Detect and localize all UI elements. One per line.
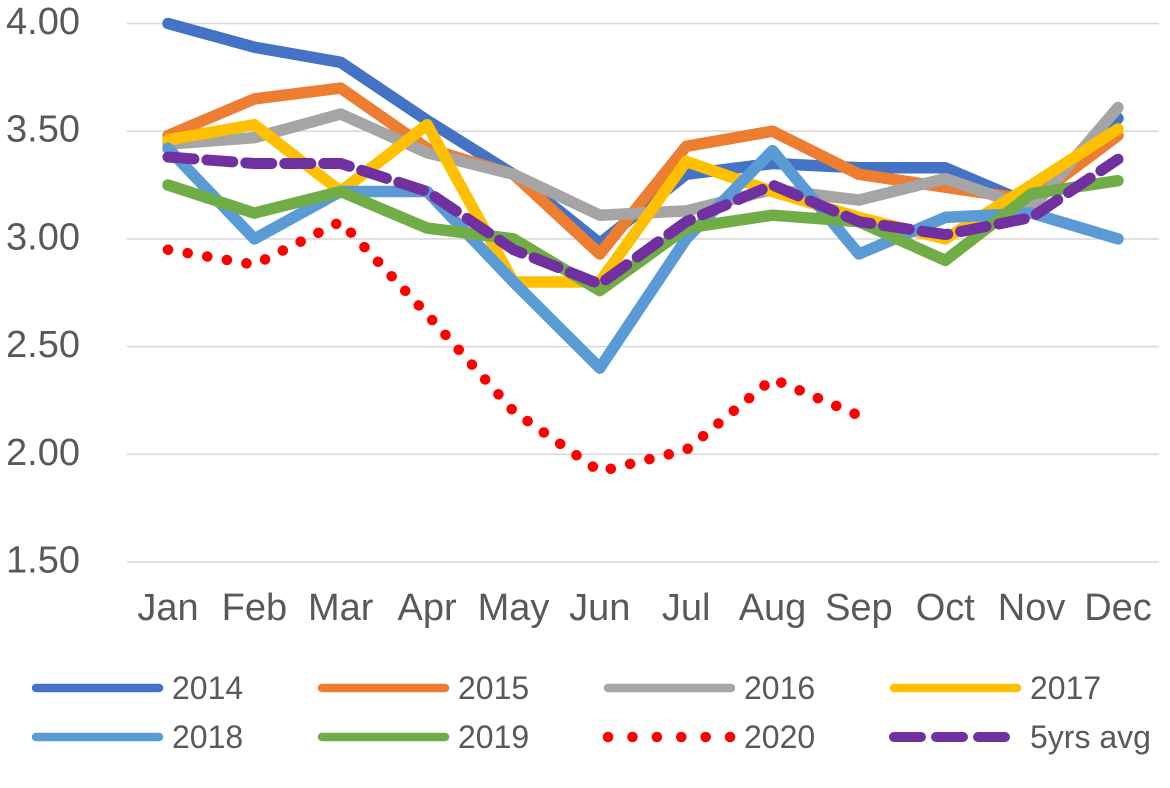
svg-text:3.50: 3.50	[6, 109, 80, 151]
svg-text:5yrs avg: 5yrs avg	[1030, 719, 1151, 755]
svg-text:Mar: Mar	[308, 587, 374, 629]
svg-text:2.50: 2.50	[6, 324, 80, 366]
svg-text:Sep: Sep	[825, 587, 893, 629]
svg-text:2019: 2019	[458, 719, 529, 755]
svg-text:Aug: Aug	[739, 587, 807, 629]
svg-text:Dec: Dec	[1084, 587, 1152, 629]
svg-text:Nov: Nov	[998, 587, 1066, 629]
svg-text:Oct: Oct	[916, 587, 976, 629]
svg-text:Feb: Feb	[222, 587, 287, 629]
svg-text:Apr: Apr	[398, 587, 457, 629]
svg-text:Jun: Jun	[569, 587, 630, 629]
svg-text:2014: 2014	[172, 670, 243, 706]
svg-text:2017: 2017	[1030, 670, 1101, 706]
svg-text:May: May	[478, 587, 550, 629]
svg-text:2020: 2020	[744, 719, 815, 755]
svg-text:3.00: 3.00	[6, 216, 80, 258]
svg-text:2015: 2015	[458, 670, 529, 706]
svg-text:Jul: Jul	[662, 587, 711, 629]
svg-text:Jan: Jan	[137, 587, 198, 629]
svg-text:2.00: 2.00	[6, 432, 80, 474]
svg-text:1.50: 1.50	[6, 540, 80, 582]
svg-text:2016: 2016	[744, 670, 815, 706]
svg-text:4.00: 4.00	[6, 1, 80, 43]
svg-text:2018: 2018	[172, 719, 243, 755]
